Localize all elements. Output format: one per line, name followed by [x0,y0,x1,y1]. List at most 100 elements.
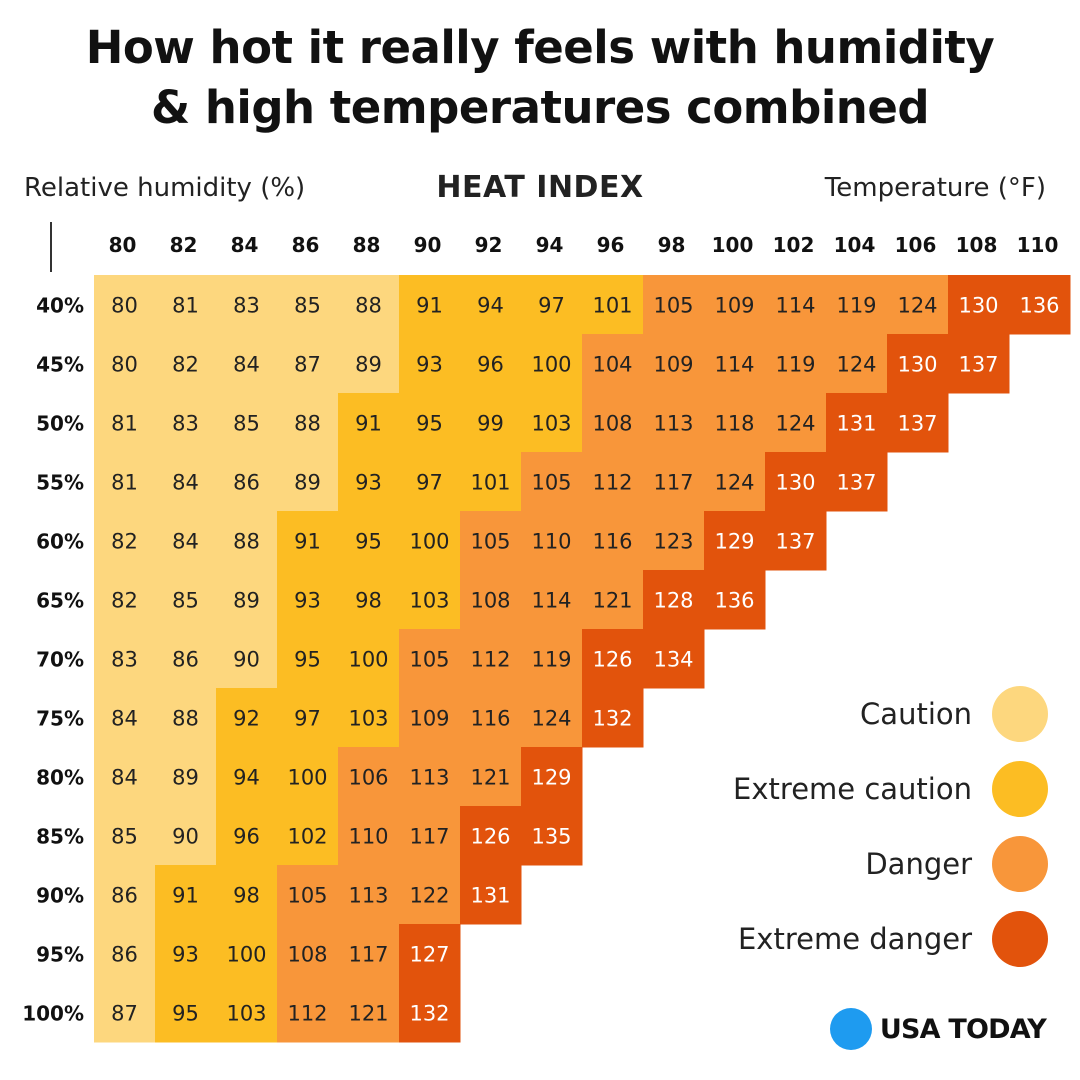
heat-value: 106 [348,766,388,790]
heat-value: 84 [172,471,199,495]
heat-value: 90 [172,825,199,849]
heat-value: 89 [172,766,199,790]
heat-value: 93 [172,943,199,967]
heat-cell [155,983,217,1043]
heat-value: 84 [233,353,260,377]
heat-value: 137 [836,471,876,495]
heat-cell [704,334,766,394]
heat-value: 113 [409,766,449,790]
heat-value: 87 [294,353,321,377]
heat-value: 131 [470,884,510,908]
heat-value: 80 [111,294,138,318]
heat-cell [704,275,766,335]
heat-value: 94 [233,766,260,790]
heat-cell [338,806,400,866]
heat-value: 95 [416,412,443,436]
y-axis-label: Relative humidity (%) [24,173,306,203]
heat-value: 105 [409,648,449,672]
heat-cell [521,393,583,453]
heat-value: 104 [592,353,632,377]
legend-label-danger: Danger [865,847,972,881]
heat-cell [155,393,217,453]
heat-value: 89 [355,353,382,377]
heat-cell [155,629,217,689]
heat-cell [460,747,522,807]
legend-swatch-extreme-caution [992,761,1048,817]
heat-cell [277,334,339,394]
heat-cell [94,629,156,689]
heat-value: 91 [294,530,321,554]
heat-value: 82 [172,353,199,377]
column-header-104: 104 [834,233,876,257]
heat-cell [460,393,522,453]
heat-cell [399,688,461,748]
heat-value: 116 [592,530,632,554]
heat-value: 105 [470,530,510,554]
heat-cell [582,275,644,335]
heat-value: 91 [416,294,443,318]
heat-cell [521,334,583,394]
heat-value: 90 [233,648,260,672]
legend-label-extreme-caution: Extreme caution [733,772,972,806]
heat-value: 124 [714,471,754,495]
heat-value: 128 [653,589,693,613]
heat-cell [582,629,644,689]
heat-value: 126 [592,648,632,672]
legend-swatch-extreme-danger [992,911,1048,967]
heat-cell [704,511,766,571]
heat-cell [155,334,217,394]
heat-cell [216,747,278,807]
heat-value: 102 [287,825,327,849]
heat-value: 110 [348,825,388,849]
heat-value: 84 [172,530,199,554]
column-header-108: 108 [956,233,998,257]
heat-cell [277,452,339,512]
heat-value: 118 [714,412,754,436]
heat-value: 84 [111,766,138,790]
heat-value: 80 [111,353,138,377]
heat-value: 99 [477,412,504,436]
row-header-65: 65% [36,589,84,613]
heat-value: 103 [348,707,388,731]
heat-value: 108 [287,943,327,967]
heat-value: 122 [409,884,449,908]
heat-cell [643,393,705,453]
heat-value: 82 [111,530,138,554]
heat-cell [826,334,888,394]
heat-cell [155,570,217,630]
heat-value: 100 [287,766,327,790]
heat-value: 134 [653,648,693,672]
heat-value: 100 [348,648,388,672]
heat-value: 105 [653,294,693,318]
heat-value: 103 [409,589,449,613]
heat-cell [155,924,217,984]
chart-title-line-1: How hot it really feels with humidity [85,21,995,74]
heat-cell [277,924,339,984]
row-header-80: 80% [36,766,84,790]
heat-value: 121 [592,589,632,613]
heat-cell [460,806,522,866]
column-header-102: 102 [773,233,815,257]
heat-cell [399,452,461,512]
heat-cell [94,806,156,866]
heat-cell [277,806,339,866]
heat-value: 89 [294,471,321,495]
heat-value: 89 [233,589,260,613]
heat-cell [338,629,400,689]
heat-value: 97 [416,471,443,495]
heat-cell [399,747,461,807]
heat-value: 113 [653,412,693,436]
heat-value: 131 [836,412,876,436]
column-header-86: 86 [292,233,320,257]
heat-cell [643,629,705,689]
heat-value: 121 [348,1002,388,1026]
heat-value: 93 [416,353,443,377]
heat-value: 85 [111,825,138,849]
heat-value: 86 [172,648,199,672]
heat-cell [216,983,278,1043]
heat-value: 87 [111,1002,138,1026]
heat-cell [155,511,217,571]
legend-item-extreme-danger: Extreme danger [738,911,1048,967]
heat-value: 88 [294,412,321,436]
